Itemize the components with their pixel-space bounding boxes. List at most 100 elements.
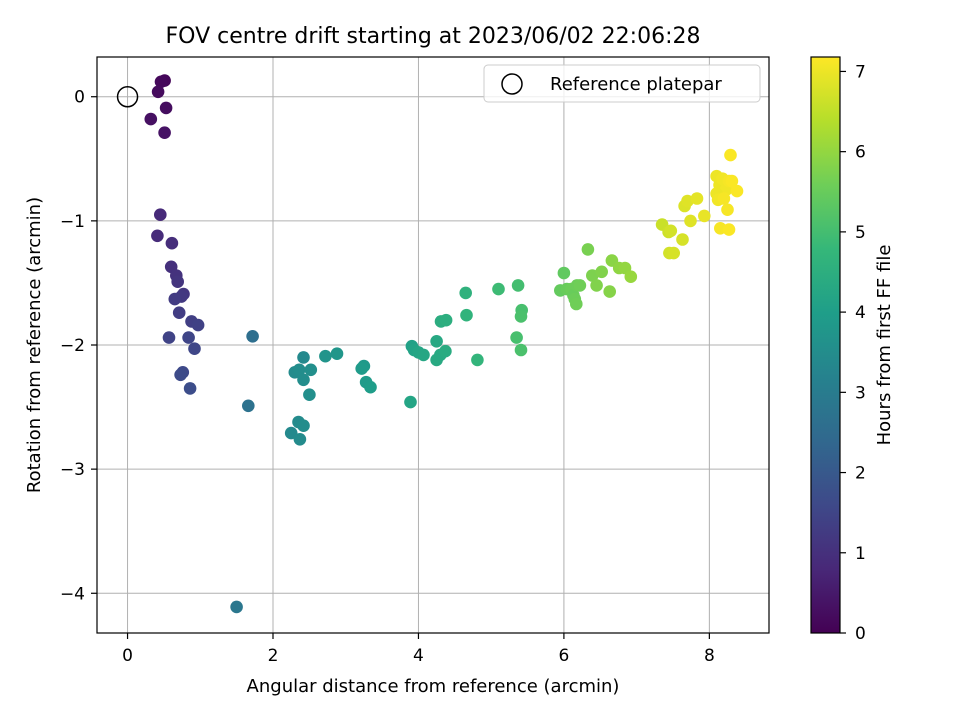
scatter-point: [459, 286, 473, 300]
y-axis-ticks: 0 −1 −2 −3 −4: [60, 88, 97, 604]
colorbar-tick-label: 2: [855, 464, 866, 484]
scatter-point: [292, 363, 306, 377]
scatter-point: [684, 214, 697, 228]
scatter-point: [439, 344, 452, 358]
scatter-point: [725, 174, 739, 188]
legend-box: [483, 64, 761, 103]
y-tick-label: −1: [60, 212, 85, 232]
scatter-point: [717, 192, 731, 205]
scatter-point: [174, 368, 187, 382]
y-tick-label: −2: [60, 336, 85, 356]
scatter-point: [303, 388, 316, 402]
colorbar-label: Hours from first FF file: [874, 245, 895, 446]
scatter-point: [667, 246, 680, 260]
scatter-point: [246, 330, 259, 343]
scatter-point: [698, 209, 711, 223]
y-tick-label: −3: [60, 460, 85, 480]
scatter-point: [182, 331, 195, 344]
scatter-point: [664, 224, 678, 238]
scatter-point: [162, 331, 176, 344]
x-tick-label: 0: [122, 646, 133, 666]
scatter-point: [230, 600, 243, 614]
scatter-point: [439, 313, 453, 327]
scatter-point: [168, 292, 182, 306]
scatter-point: [165, 236, 179, 250]
scatter-point: [603, 285, 616, 298]
colorbar-tick-label: 4: [855, 303, 866, 323]
scatter-point: [154, 208, 167, 221]
x-tick-label: 8: [704, 646, 715, 666]
scatter-point: [573, 279, 587, 292]
scatter-point: [158, 126, 171, 139]
x-tick-label: 2: [268, 646, 279, 666]
scatter-point: [510, 331, 523, 344]
scatter-point: [676, 233, 689, 246]
scatter-point: [151, 229, 164, 243]
colorbar: 0 1 2 3 4 5 6 7 Hours from first FF file: [810, 56, 895, 644]
colorbar-tick-label: 5: [855, 223, 866, 243]
scatter-point: [144, 112, 158, 126]
colorbar-ticks: 0 1 2 3 4 5 6 7: [840, 62, 866, 644]
scatter-point: [293, 433, 307, 446]
scatter-point: [721, 203, 734, 216]
scatter-point: [690, 192, 704, 205]
scatter-point: [724, 148, 737, 162]
scatter-point: [557, 266, 571, 280]
scatter-point: [595, 265, 608, 279]
reference-platepar-marker: [116, 85, 139, 108]
scatter-point: [511, 279, 525, 292]
scatter-point: [172, 306, 186, 320]
grid-lines: [97, 57, 769, 633]
scatter-point: [624, 270, 638, 284]
scatter-point: [492, 282, 505, 296]
scatter-point: [191, 318, 205, 332]
legend-marker: [501, 73, 523, 95]
colorbar-tick-label: 0: [855, 624, 866, 644]
reference-marker: [116, 85, 139, 108]
scatter-point: [722, 223, 736, 236]
scatter-point: [514, 343, 528, 357]
colorbar-tick-label: 6: [855, 143, 866, 163]
scatter-point: [188, 342, 201, 356]
scatter-point: [159, 101, 173, 115]
legend-label: Reference platepar: [550, 74, 722, 95]
y-tick-label: −4: [60, 584, 85, 604]
scatter-point: [514, 310, 528, 323]
colorbar-tick-label: 3: [855, 383, 866, 403]
scatter-point: [570, 297, 583, 311]
scatter-point: [154, 75, 168, 89]
scatter-point: [590, 279, 603, 292]
scatter-point: [471, 353, 484, 367]
x-axis-label: Angular distance from reference (arcmin): [247, 676, 620, 697]
scatter-point: [304, 363, 318, 377]
scatter-point: [581, 243, 595, 256]
scatter-point: [171, 275, 184, 289]
scatter-point: [242, 399, 255, 413]
legend: Reference platepar: [483, 64, 761, 103]
scatter-point: [404, 395, 417, 409]
colorbar-gradient: [811, 57, 840, 633]
scatter-point: [297, 373, 310, 387]
y-tick-label: 0: [74, 88, 85, 108]
scatter-point: [681, 194, 694, 208]
x-axis-ticks: 0 2 4 6 8: [122, 633, 715, 666]
scatter-point: [284, 426, 298, 440]
chart-title: FOV centre drift starting at 2023/06/02 …: [166, 24, 701, 49]
scatter-point: [297, 419, 310, 433]
scatter-point: [364, 380, 377, 394]
scatter-point: [730, 184, 744, 198]
scatter-point: [460, 308, 473, 322]
scatter-point: [417, 348, 430, 362]
scatter-point: [430, 335, 443, 348]
colorbar-tick-label: 1: [855, 544, 866, 564]
scatter-point: [355, 362, 369, 375]
colorbar-frame: [810, 56, 841, 634]
scatter-point: [151, 85, 165, 99]
scatter-point: [319, 349, 332, 363]
y-axis-label: Rotation from reference (arcmin): [24, 197, 45, 493]
scatter-point: [330, 347, 344, 361]
scatter-point: [183, 382, 197, 395]
data-points: [144, 74, 744, 614]
